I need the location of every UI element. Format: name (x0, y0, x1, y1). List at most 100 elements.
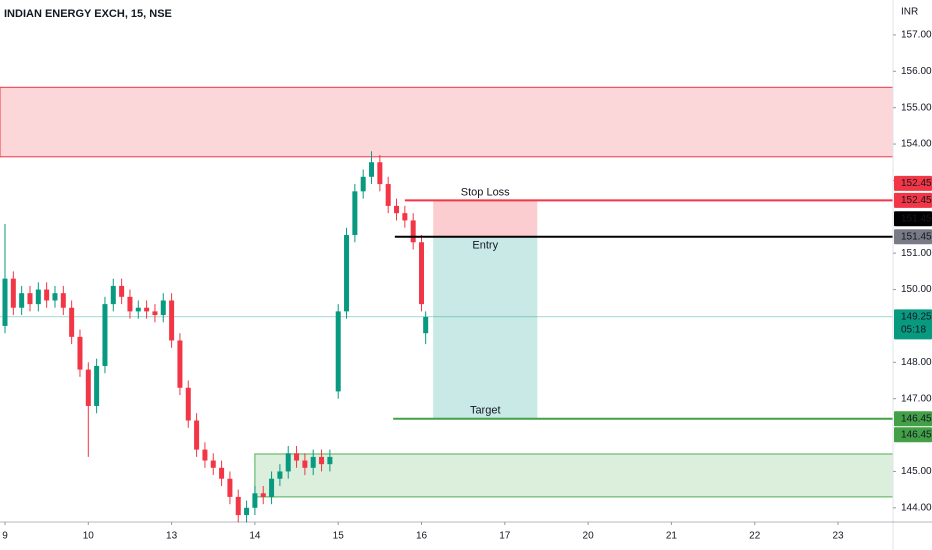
stop-tag (894, 192, 932, 208)
y-tick-label: 151.00 (901, 248, 932, 259)
candle-body (294, 453, 300, 461)
candle-body (260, 493, 266, 497)
candle-body (360, 176, 366, 192)
chart-title: INDIAN ENERGY EXCH, 15, NSE (4, 8, 172, 20)
candle-body (44, 289, 50, 301)
x-tick-label: 20 (583, 531, 595, 542)
entry-tag-label: 151.45 (901, 231, 932, 242)
x-tick-label: 15 (333, 531, 345, 542)
candle-body (394, 205, 400, 214)
candle-body (94, 365, 100, 406)
y-tick-label: 148.00 (901, 357, 932, 368)
candle-body (152, 311, 158, 316)
stop-tag-label: 152.45 (901, 195, 932, 206)
candle-body (335, 311, 341, 392)
candle-body (227, 478, 233, 497)
y-tick-label: 147.00 (901, 393, 932, 404)
y-tick-label: 145.00 (901, 466, 932, 477)
stop-tag-label: 152.45 (901, 178, 932, 189)
candle-body (135, 307, 141, 312)
level-name: Target (470, 405, 501, 417)
candle-body (85, 369, 91, 406)
candle-body (423, 316, 429, 334)
candle-body (69, 307, 75, 337)
last-price-tag-label: 149.25 (901, 311, 932, 322)
zone (0, 86, 894, 158)
x-tick-label: 13 (166, 531, 178, 542)
x-tick-label: 16 (416, 531, 428, 542)
candle-body (210, 460, 216, 468)
candle-body (160, 300, 166, 316)
candle-body (185, 387, 191, 421)
target-tag (894, 427, 932, 443)
last-price-tag (894, 309, 932, 340)
candle-body (102, 304, 108, 366)
candle-body (235, 496, 241, 516)
candle-body (177, 340, 183, 388)
x-tick-label: 21 (666, 531, 678, 542)
risk-box (433, 200, 538, 237)
candle-body (377, 162, 383, 185)
y-tick-label: 157.00 (901, 30, 932, 41)
y-tick-label: 156.00 (901, 66, 932, 77)
candle-body (52, 293, 58, 301)
level-name: Entry (472, 240, 498, 252)
candle-body (60, 293, 66, 308)
candle-body (410, 220, 416, 243)
y-tick-label: 150.00 (901, 284, 932, 295)
candle-body (385, 184, 391, 206)
candle-body (302, 460, 308, 468)
candle-body (277, 471, 283, 479)
candle-body (219, 467, 225, 479)
stop-tag (894, 175, 932, 191)
candle-body (252, 493, 258, 508)
countdown: 05:18 (901, 324, 926, 335)
x-tick-label: 23 (832, 531, 844, 542)
entry-tag (894, 211, 932, 227)
candle-body (285, 453, 291, 472)
candle-body (127, 296, 133, 312)
candle-body (144, 307, 150, 312)
x-tick-label: 14 (249, 531, 261, 542)
level-name: Stop Loss (461, 186, 510, 198)
candle-body (77, 336, 83, 370)
candle-body (319, 456, 325, 465)
candle-body (369, 162, 375, 177)
target-tag (894, 411, 932, 427)
candle-body (310, 456, 316, 468)
candle-body (194, 420, 200, 450)
x-tick-label: 9 (2, 531, 8, 542)
candle-body (10, 278, 16, 308)
x-tick-label: 22 (749, 531, 761, 542)
candle-body (2, 278, 8, 326)
y-tick-label: 144.00 (901, 502, 932, 513)
y-tick-label: 154.00 (901, 139, 932, 150)
x-tick-label: 10 (83, 531, 95, 542)
candle-body (352, 191, 358, 235)
candle-body (269, 478, 275, 497)
zone (254, 453, 894, 498)
entry-tag (894, 229, 932, 245)
price-axis-bg (893, 0, 932, 550)
candle-body (344, 234, 350, 312)
candle-body (202, 449, 208, 461)
candle-body (327, 456, 333, 465)
reward-box (433, 236, 538, 419)
candle-body (27, 293, 33, 305)
y-tick-label: 155.00 (901, 102, 932, 113)
x-tick-label: 17 (499, 531, 511, 542)
candle-body (402, 213, 408, 221)
target-tag-label: 146.45 (901, 429, 932, 440)
candle-body (244, 507, 250, 516)
candle-body (169, 300, 175, 341)
candle-body (119, 285, 125, 297)
candle-body (419, 242, 425, 305)
target-tag-label: 146.45 (901, 413, 932, 424)
candle-body (110, 285, 116, 305)
candle-body (19, 293, 25, 308)
entry-tag-label: 151.45 (901, 213, 932, 224)
candle-body (35, 289, 41, 305)
